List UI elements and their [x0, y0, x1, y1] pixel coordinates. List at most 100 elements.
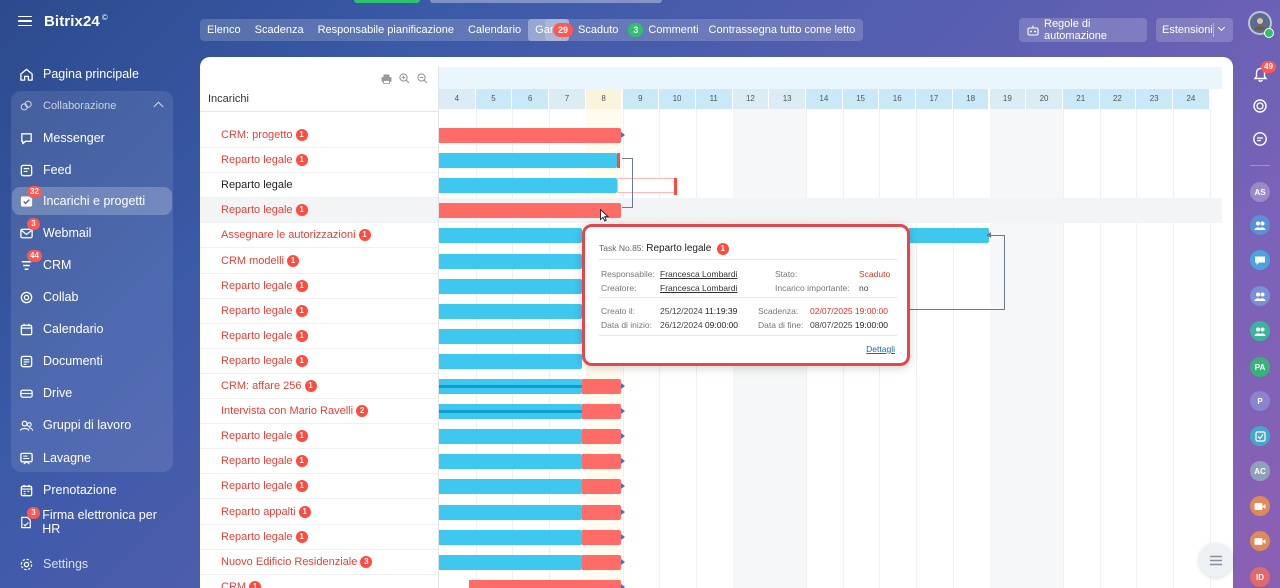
gantt-bar[interactable] [439, 128, 625, 143]
gantt-bar[interactable] [439, 353, 582, 369]
gantt-bar[interactable] [582, 479, 625, 495]
gantt-bar[interactable] [439, 278, 582, 294]
avatar-p[interactable]: P [1250, 391, 1270, 411]
automation-rules-button[interactable]: Regole di automazione [1019, 18, 1147, 42]
task-row[interactable]: Reparto legale 1 [200, 449, 438, 475]
zoom-in-icon[interactable] [398, 72, 411, 85]
notifications-bell-icon[interactable]: 49 [1250, 61, 1276, 85]
gantt-bar[interactable] [582, 379, 625, 394]
details-link[interactable]: Dettagli [866, 344, 895, 354]
task-name[interactable]: Reparto legale [221, 154, 293, 167]
gantt-bar[interactable] [439, 203, 621, 219]
sidebar-item-webmail[interactable]: 3 Webmail [12, 218, 172, 247]
sidebar-item-settings[interactable]: Settings [12, 550, 172, 578]
gantt-bar[interactable] [439, 554, 582, 570]
chevron-up-icon[interactable] [153, 101, 164, 112]
sidebar-item-home[interactable]: Pagina principale [12, 60, 172, 88]
task-name[interactable]: Nuovo Edificio Residenziale [221, 555, 358, 568]
gantt-bar[interactable] [439, 253, 582, 269]
task-row[interactable]: Reparto legale [200, 173, 438, 199]
menu-burger-icon[interactable] [18, 15, 32, 27]
gantt-bar[interactable] [439, 404, 582, 420]
task-name[interactable]: Reparto legale [221, 204, 293, 217]
task-name[interactable]: Reparto legale [221, 455, 293, 468]
sidebar-item-tasks[interactable]: 32 Incarichi e progetti [12, 186, 172, 215]
app-logo[interactable]: Bitrix24 © [44, 12, 108, 30]
gantt-bar[interactable] [439, 379, 582, 394]
gantt-bar[interactable] [439, 454, 582, 470]
task-row[interactable]: Assegnare le autorizzazioni 1 [200, 223, 438, 249]
sidebar-item-calendar[interactable]: Calendario [12, 315, 172, 343]
sidebar-item-hr-signature[interactable]: 3 Firma elettronica per HR [12, 507, 172, 536]
extensions-button[interactable]: Estensioni [1156, 18, 1233, 42]
sidebar-item-collab[interactable]: Collab [12, 283, 172, 311]
task-row[interactable]: CRM: affare 256 1 [200, 374, 438, 399]
task-name[interactable]: Assegnare le autorizzazioni [221, 229, 356, 242]
overdue-counter[interactable]: 29 Scaduto [553, 23, 618, 37]
task-name[interactable]: Reparto legale [221, 279, 293, 292]
gantt-bar[interactable] [582, 504, 625, 520]
comments-counter[interactable]: 3 Commenti [628, 23, 699, 37]
task-name[interactable]: CRM: progetto [221, 129, 293, 141]
avatar-id[interactable]: ID [1250, 567, 1270, 587]
responsible-link[interactable]: Francesca Lombardi [660, 269, 738, 279]
task-name[interactable]: CRM modelli [221, 254, 284, 267]
copilot-icon[interactable] [1250, 96, 1270, 116]
task-row[interactable]: Reparto legale 1 [200, 148, 438, 174]
task-row[interactable]: Intervista con Mario Ravelli 2 [200, 399, 438, 425]
task-name[interactable]: CRM [221, 580, 247, 588]
gantt-bar[interactable] [439, 303, 582, 319]
task-name[interactable]: Intervista con Mario Ravelli [221, 405, 354, 418]
gantt-bar[interactable] [582, 429, 625, 445]
sidebar-item-groups[interactable]: Gruppi di lavoro [12, 411, 172, 439]
task-name[interactable]: Reparto legale [221, 480, 293, 493]
task-row[interactable]: Reparto appalti 1 [200, 500, 438, 525]
group-chat-icon[interactable] [1250, 215, 1270, 235]
task-row[interactable]: Reparto legale 1 [200, 424, 438, 450]
sidebar-item-messenger[interactable]: Messenger [12, 124, 172, 152]
task-name[interactable]: Reparto appalti [221, 505, 296, 518]
task-row[interactable]: CRM 1 [200, 575, 438, 588]
task-name[interactable]: Reparto legale [221, 354, 293, 367]
task-row[interactable]: Reparto legale 1 [200, 274, 438, 299]
gantt-bar[interactable] [582, 454, 625, 470]
task-name[interactable]: Reparto legale [221, 304, 293, 317]
gantt-bar[interactable] [439, 328, 582, 344]
gantt-bar[interactable] [909, 228, 989, 244]
avatar-ac[interactable]: AC [1250, 461, 1270, 481]
task-name[interactable]: Reparto legale [221, 179, 293, 192]
sidebar-item-booking[interactable]: Prenotazione [12, 476, 172, 504]
tab-deadline[interactable]: Scadenza [254, 24, 304, 36]
task-row[interactable]: Reparto legale 1 [200, 525, 438, 550]
search-chat-icon[interactable] [1250, 129, 1270, 149]
gantt-bar[interactable] [439, 479, 582, 495]
task-name[interactable]: Reparto legale [221, 530, 293, 543]
task-row[interactable]: CRM: progetto 1 [200, 123, 438, 148]
quick-menu-button[interactable] [1199, 543, 1233, 577]
gantt-bar[interactable] [439, 153, 620, 169]
creator-link[interactable]: Francesca Lombardi [660, 283, 738, 293]
gantt-bar[interactable] [582, 529, 625, 545]
chevron-down-icon[interactable] [1217, 23, 1226, 32]
gantt-bar[interactable] [469, 579, 625, 588]
task-row[interactable]: Nuovo Edificio Residenziale 3 [200, 550, 438, 575]
task-name[interactable]: Reparto legale [221, 430, 293, 443]
sidebar-item-boards[interactable]: Lavagne [12, 444, 172, 472]
mark-all-read-button[interactable]: Contrassegna tutto come letto [708, 24, 856, 36]
gantt-bar[interactable] [582, 554, 625, 570]
task-row[interactable]: Reparto legale 1 [200, 324, 438, 349]
task-name[interactable]: CRM: affare 256 [221, 380, 302, 392]
video-call-icon[interactable] [1250, 531, 1270, 551]
group-chat-icon[interactable] [1250, 321, 1270, 341]
channel-icon[interactable] [1250, 250, 1270, 270]
sidebar-item-documents[interactable]: Documenti [12, 347, 172, 375]
gantt-bar[interactable] [439, 178, 617, 194]
gantt-bar[interactable] [439, 228, 582, 244]
task-row[interactable]: Reparto legale 1 [200, 349, 438, 374]
task-name[interactable]: Reparto legale [221, 329, 293, 342]
sidebar-item-feed[interactable]: Feed [12, 156, 172, 184]
avatar-pa[interactable]: PA [1250, 357, 1270, 377]
task-row[interactable]: Reparto legale 1 [200, 299, 438, 324]
zoom-out-icon[interactable] [416, 72, 429, 85]
gantt-bar[interactable] [582, 404, 625, 420]
